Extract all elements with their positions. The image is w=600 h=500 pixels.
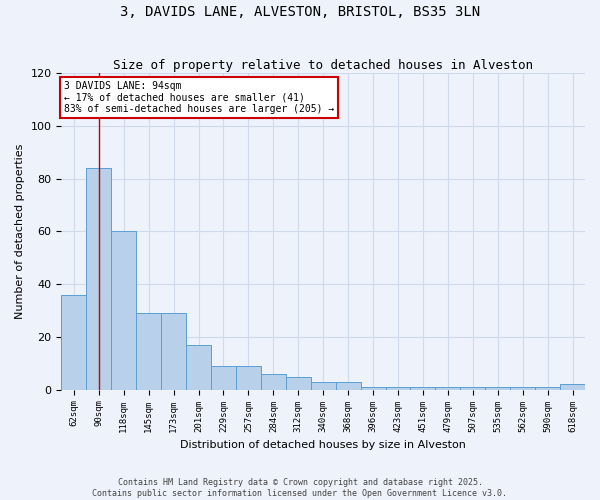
Title: Size of property relative to detached houses in Alveston: Size of property relative to detached ho… (113, 59, 533, 72)
Bar (386, 387, 410, 390)
Bar (61, 294, 86, 390)
Bar (136, 313, 161, 390)
Bar (261, 374, 286, 390)
Bar (485, 387, 510, 390)
Bar (560, 384, 585, 390)
Bar (436, 387, 460, 390)
Bar (335, 382, 361, 390)
Bar (111, 232, 136, 390)
Bar (161, 313, 186, 390)
Text: Contains HM Land Registry data © Crown copyright and database right 2025.
Contai: Contains HM Land Registry data © Crown c… (92, 478, 508, 498)
Bar (311, 382, 335, 390)
Y-axis label: Number of detached properties: Number of detached properties (15, 144, 25, 319)
Bar (510, 387, 535, 390)
Bar (361, 387, 386, 390)
Bar (236, 366, 261, 390)
Bar (460, 387, 485, 390)
Bar (186, 345, 211, 390)
Text: 3, DAVIDS LANE, ALVESTON, BRISTOL, BS35 3LN: 3, DAVIDS LANE, ALVESTON, BRISTOL, BS35 … (120, 5, 480, 19)
Bar (286, 376, 311, 390)
Text: 3 DAVIDS LANE: 94sqm
← 17% of detached houses are smaller (41)
83% of semi-detac: 3 DAVIDS LANE: 94sqm ← 17% of detached h… (64, 81, 334, 114)
Bar (86, 168, 111, 390)
Bar (410, 387, 436, 390)
Bar (211, 366, 236, 390)
Bar (535, 387, 560, 390)
X-axis label: Distribution of detached houses by size in Alveston: Distribution of detached houses by size … (180, 440, 466, 450)
